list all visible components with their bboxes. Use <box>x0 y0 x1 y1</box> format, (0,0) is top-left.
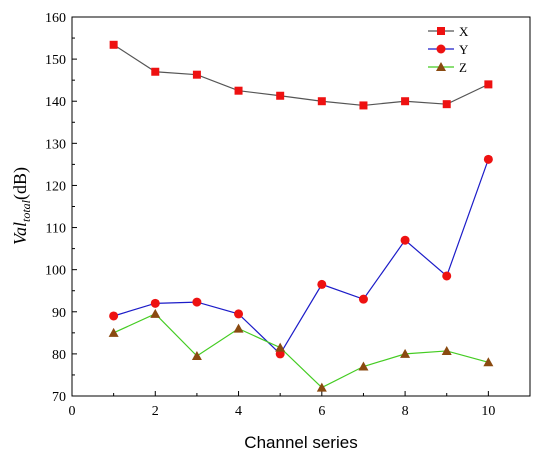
series-y-point <box>400 235 410 245</box>
series-x-point <box>401 97 410 106</box>
x-axis-title: Channel series <box>244 433 357 452</box>
y-tick-label: 150 <box>45 53 66 68</box>
axis-ticks: 0 2 4 6 8 10 70 80 90 100 110 120 130 140 150 160 <box>45 11 495 419</box>
y-tick-label: 70 <box>52 390 66 405</box>
y-axis-title-subscript: total <box>19 199 33 222</box>
y-axis-title-main: Val <box>10 222 30 245</box>
legend-y-label: Y <box>459 42 469 57</box>
series-z-point <box>108 327 119 337</box>
x-tick-label: 0 <box>69 404 76 419</box>
series-y-point <box>234 309 244 319</box>
series-x-point <box>317 97 326 106</box>
series-x-point <box>442 100 451 109</box>
series-x-point <box>234 86 243 95</box>
y-axis-title: Valtotal(dB) <box>10 167 33 245</box>
series-z-point <box>400 348 411 358</box>
legend-z-label: Z <box>459 60 467 75</box>
series-y-point <box>483 154 493 164</box>
x-tick-label: 4 <box>235 404 242 419</box>
x-tick-label: 2 <box>152 404 159 419</box>
legend-x-label: X <box>459 24 469 39</box>
y-tick-label: 130 <box>45 137 66 152</box>
series-z-point <box>441 345 452 355</box>
series-z-point <box>150 308 161 318</box>
legend-z-marker <box>436 62 446 71</box>
series-x-point <box>276 91 285 100</box>
series-z-line <box>113 313 489 389</box>
series-z-point <box>483 357 494 367</box>
legend-y-marker <box>436 44 446 54</box>
series-layer <box>108 40 494 392</box>
y-tick-label: 110 <box>46 222 66 237</box>
series-z-point <box>191 350 202 360</box>
series-y-line <box>113 159 489 355</box>
legend-x-marker <box>437 27 445 35</box>
series-y-point <box>150 298 160 308</box>
series-x-point <box>151 67 160 76</box>
series-y-point <box>192 297 202 307</box>
y-tick-label: 120 <box>45 179 66 194</box>
legend: XYZ <box>428 24 469 75</box>
series-z-point <box>233 323 244 333</box>
y-axis-title-unit: (dB) <box>10 167 31 200</box>
y-tick-label: 90 <box>52 306 66 321</box>
y-tick-label: 80 <box>52 348 66 363</box>
series-z-point <box>358 361 369 371</box>
series-x-point <box>484 80 493 89</box>
y-tick-label: 140 <box>45 95 66 110</box>
series-z-point <box>316 382 327 392</box>
series-z-point <box>275 342 286 352</box>
y-tick-label: 100 <box>45 264 66 279</box>
series-y-point <box>358 294 368 304</box>
series-y-point <box>275 349 285 359</box>
series-y-point <box>317 279 327 289</box>
series-x-point <box>109 40 118 49</box>
y-tick-label: 160 <box>45 11 66 26</box>
series-x-point <box>192 70 201 79</box>
x-tick-label: 6 <box>318 404 325 419</box>
series-x-line <box>113 44 489 107</box>
series-x-point <box>359 101 368 110</box>
series-y-point <box>442 271 452 281</box>
x-tick-label: 10 <box>481 404 495 419</box>
x-tick-label: 8 <box>402 404 409 419</box>
series-y-point <box>109 311 119 321</box>
